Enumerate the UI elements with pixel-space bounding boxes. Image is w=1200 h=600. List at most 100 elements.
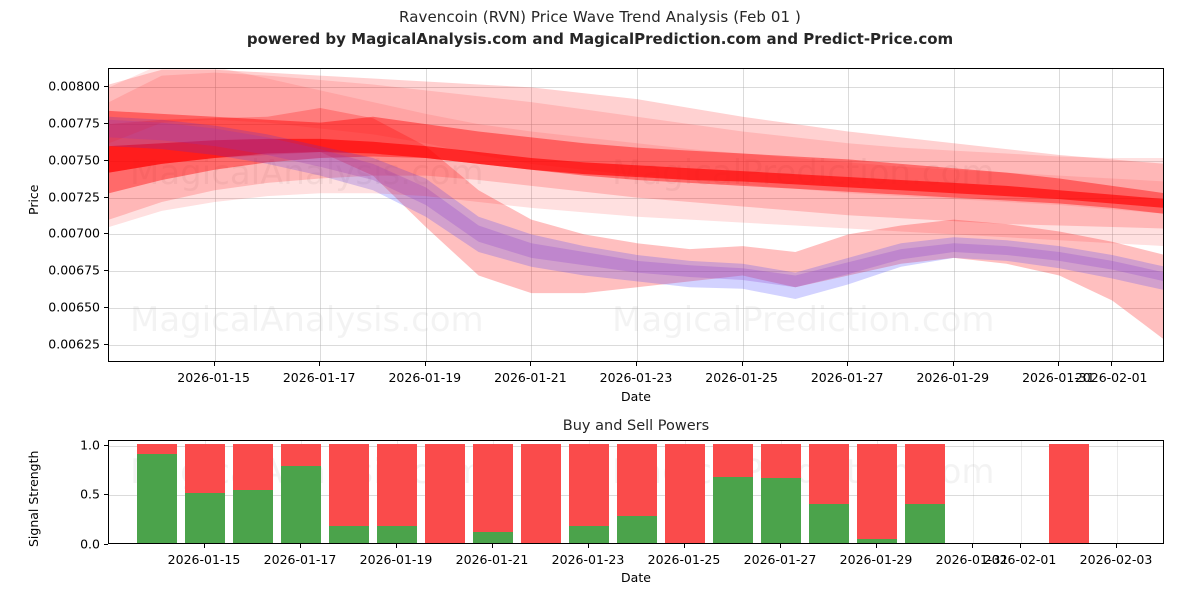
- signal-bar[interactable]: [857, 443, 897, 543]
- signal-x-axis-title: Date: [621, 570, 651, 585]
- sell-power-segment: [857, 443, 897, 540]
- signal-bar[interactable]: [425, 443, 465, 543]
- signal-bar[interactable]: [281, 443, 321, 543]
- price-y-tick: 0.00700: [48, 225, 100, 241]
- gridline-vertical: [1059, 69, 1061, 361]
- signal-bar[interactable]: [617, 443, 657, 543]
- price-x-tickmark: [213, 362, 215, 366]
- price-y-tickmark: [104, 123, 108, 125]
- signal-y-tickmark: [104, 444, 108, 446]
- price-x-tick: 2026-01-29: [916, 370, 990, 385]
- buy-power-segment: [473, 532, 513, 543]
- sell-power-segment: [281, 443, 321, 466]
- signal-x-tick: 2026-02-01: [983, 552, 1057, 567]
- signal-bar[interactable]: [809, 443, 849, 543]
- price-y-tick: 0.00650: [48, 299, 100, 315]
- gridline-horizontal: [109, 344, 1163, 346]
- price-y-tick: 0.00800: [48, 78, 100, 94]
- sell-power-segment: [905, 443, 945, 505]
- gridline-vertical: [742, 69, 744, 361]
- gridline-vertical: [320, 69, 322, 361]
- price-y-tickmark: [104, 233, 108, 235]
- price-y-tick: 0.00725: [48, 189, 100, 205]
- signal-bar[interactable]: [665, 443, 705, 543]
- signal-x-tick: 2026-01-25: [647, 552, 721, 567]
- price-y-tickmark: [104, 306, 108, 308]
- signal-x-tickmark: [204, 544, 205, 548]
- signal-x-tickmark: [1116, 544, 1117, 548]
- signal-bar[interactable]: [185, 443, 225, 543]
- wave-band-pale-wide-band: [109, 72, 1163, 247]
- price-x-tick: 2026-01-19: [388, 370, 462, 385]
- signal-bar[interactable]: [377, 443, 417, 543]
- gridline-vertical: [848, 69, 850, 361]
- signal-x-tick: 2026-02-03: [1079, 552, 1153, 567]
- signal-chart-plot-area: [108, 440, 1164, 544]
- gridline-vertical: [973, 441, 974, 543]
- page-subtitle: powered by MagicalAnalysis.com and Magic…: [246, 30, 954, 48]
- signal-chart-title: Buy and Sell Powers: [562, 418, 710, 434]
- gridline-vertical: [1112, 69, 1114, 361]
- wave-band-violet-trend-band: [109, 119, 1163, 288]
- buy-power-segment: [713, 476, 753, 543]
- signal-bar[interactable]: [713, 443, 753, 543]
- price-x-tick: 2026-01-27: [810, 370, 884, 385]
- signal-x-tickmark: [684, 544, 685, 548]
- signal-x-tick: 2026-01-29: [839, 552, 913, 567]
- signal-x-tick: 2026-01-23: [551, 552, 625, 567]
- signal-bar[interactable]: [905, 443, 945, 543]
- gridline-vertical: [637, 69, 638, 361]
- signal-y-tick: 1.0: [80, 437, 100, 453]
- signal-x-tickmark: [972, 544, 973, 548]
- price-x-tickmark: [636, 362, 637, 366]
- buy-power-segment: [185, 493, 225, 543]
- signal-x-tickmark: [876, 544, 877, 548]
- price-x-tick: 2026-01-23: [599, 370, 673, 385]
- sell-power-segment: [473, 443, 513, 533]
- signal-x-tick: 2026-01-15: [167, 552, 241, 567]
- signal-x-tickmark: [588, 544, 589, 548]
- signal-bar[interactable]: [1049, 443, 1089, 543]
- signal-y-tick: 0.5: [80, 486, 100, 502]
- price-x-axis-title: Date: [621, 389, 651, 404]
- signal-bar[interactable]: [761, 443, 801, 543]
- sell-power-segment: [377, 443, 417, 527]
- price-y-tick: 0.00625: [48, 336, 100, 352]
- sell-power-segment: [329, 443, 369, 527]
- price-y-tick: 0.00775: [48, 115, 100, 131]
- buy-power-segment: [329, 526, 369, 543]
- buy-power-segment: [617, 516, 657, 543]
- signal-x-tickmark: [492, 544, 493, 548]
- sell-power-segment: [425, 443, 465, 543]
- price-x-tickmark: [1111, 362, 1113, 366]
- signal-x-tickmark: [300, 544, 301, 548]
- signal-bar[interactable]: [521, 443, 561, 543]
- signal-x-tick: 2026-01-21: [455, 552, 529, 567]
- signal-x-tickmark: [396, 544, 397, 548]
- signal-axis-label: Signal Strength: [26, 450, 41, 547]
- signal-x-tick: 2026-01-17: [263, 552, 337, 567]
- buy-power-segment: [761, 477, 801, 543]
- gridline-horizontal: [109, 234, 1163, 236]
- price-x-tickmark: [741, 362, 743, 366]
- signal-bar[interactable]: [473, 443, 513, 543]
- signal-x-tick: 2026-01-19: [359, 552, 433, 567]
- wave-band-descending-red-band: [109, 107, 1163, 339]
- signal-bar[interactable]: [569, 443, 609, 543]
- buy-power-segment: [809, 504, 849, 543]
- price-x-tick: 2026-01-25: [705, 370, 778, 385]
- gridline-vertical: [1117, 441, 1118, 543]
- signal-bar[interactable]: [233, 443, 273, 543]
- price-y-tick: 0.00750: [48, 152, 100, 168]
- price-wave-bands: [109, 69, 1163, 361]
- price-gridlines: [109, 69, 1163, 361]
- buy-power-segment: [137, 453, 177, 543]
- sell-power-segment: [521, 443, 561, 543]
- signal-bar[interactable]: [137, 443, 177, 543]
- price-x-tickmark: [319, 362, 321, 366]
- gridline-horizontal: [109, 197, 1163, 199]
- price-x-tickmark: [1058, 362, 1060, 366]
- gridline-vertical: [214, 69, 216, 361]
- signal-bar[interactable]: [329, 443, 369, 543]
- gridline-horizontal: [109, 271, 1163, 273]
